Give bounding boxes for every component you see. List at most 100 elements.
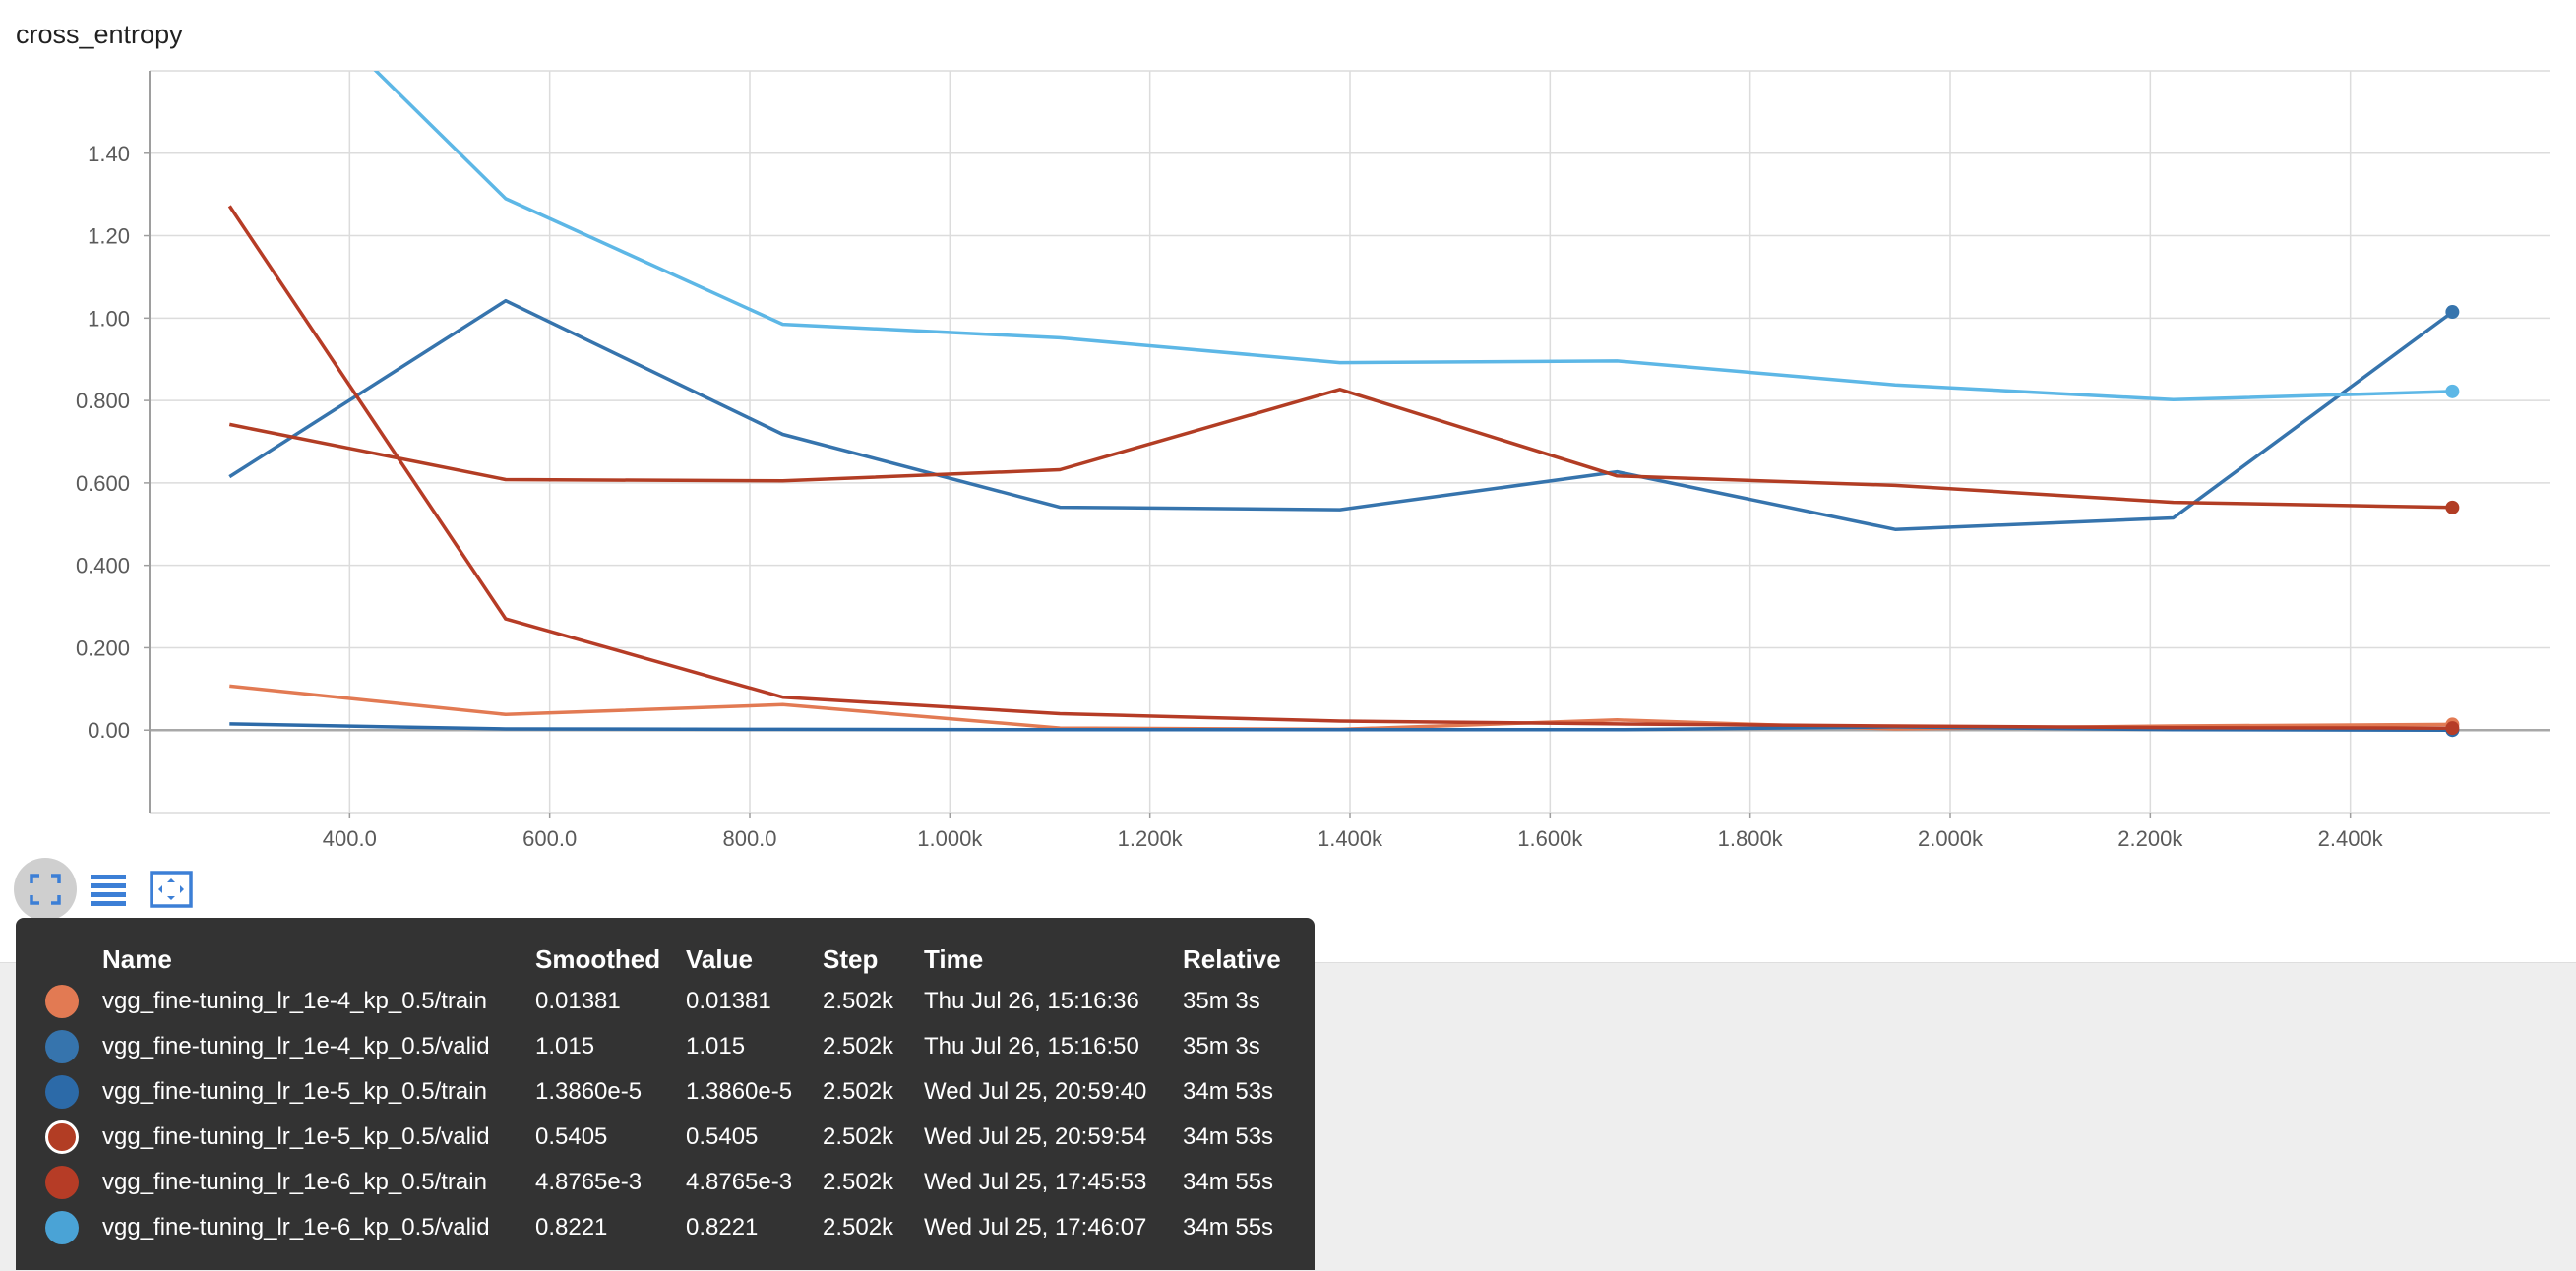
run-name: vgg_fine-tuning_lr_1e-4_kp_0.5/train <box>102 988 487 1014</box>
step-value: 2.502k <box>823 988 894 1014</box>
smoothed-value: 0.01381 <box>535 988 621 1014</box>
y-tick-label: 0.200 <box>76 636 130 660</box>
fit-to-data-icon <box>30 874 61 905</box>
raw-value: 0.01381 <box>686 988 771 1014</box>
tooltip-row: vgg_fine-tuning_lr_1e-4_kp_0.5/valid 1.01… <box>16 1024 1301 1069</box>
axes: 400.0 600.0 800.0 1.000k 1.200k 1.400k 1.600k 1… <box>76 71 2384 851</box>
step-header: Step <box>823 943 879 974</box>
expand-chart-button[interactable] <box>140 858 203 921</box>
x-tick-label: 1.200k <box>1118 826 1184 851</box>
relative-value: 34m 53s <box>1183 1123 1274 1150</box>
x-tick-label: 400.0 <box>323 826 377 851</box>
data-table-icon <box>91 875 126 906</box>
raw-value: 1.3860e-5 <box>686 1078 793 1105</box>
step-value: 2.502k <box>823 1033 894 1059</box>
series-end-point <box>2445 500 2460 514</box>
smoothed-value: 1.3860e-5 <box>535 1078 643 1105</box>
line-chart: 400.0 600.0 800.0 1.000k 1.200k 1.400k 1.600k 1… <box>76 70 2550 851</box>
series-line <box>228 298 2454 531</box>
data-tooltip: Name Smoothed Value Step Time Relative v… <box>16 918 1315 1270</box>
x-tick-label: 800.0 <box>722 826 776 851</box>
x-tick-label: 1.400k <box>1318 826 1383 851</box>
tooltip-row: vgg_fine-tuning_lr_1e-6_kp_0.5/train 4.87… <box>16 1160 1301 1205</box>
y-tick-label: 0.800 <box>76 389 130 413</box>
smoothed-header: Smoothed <box>535 943 661 974</box>
relative-value: 34m 55s <box>1183 1214 1274 1241</box>
series-end-point <box>2445 721 2460 736</box>
x-tick-label: 1.000k <box>917 826 983 851</box>
series-color-swatch <box>45 1211 79 1244</box>
relative-value: 35m 3s <box>1183 1033 1260 1059</box>
run-name: vgg_fine-tuning_lr_1e-6_kp_0.5/train <box>102 1169 487 1195</box>
run-name: vgg_fine-tuning_lr_1e-5_kp_0.5/train <box>102 1078 487 1105</box>
run-name: vgg_fine-tuning_lr_1e-4_kp_0.5/valid <box>102 1033 490 1059</box>
name-header: Name <box>102 943 172 974</box>
smoothed-value: 4.8765e-3 <box>535 1169 643 1195</box>
y-tick-label: 1.40 <box>88 142 130 166</box>
y-tick-label: 0.400 <box>76 554 130 578</box>
y-tick-label: 1.20 <box>88 224 130 249</box>
time-value: Thu Jul 26, 15:16:50 <box>924 1033 1139 1059</box>
step-value: 2.502k <box>823 1123 894 1150</box>
series-line <box>229 684 2453 732</box>
step-value: 2.502k <box>823 1214 894 1241</box>
relative-value: 35m 3s <box>1183 988 1260 1014</box>
time-value: Wed Jul 25, 17:45:53 <box>924 1169 1147 1195</box>
toggle-data-table-button[interactable] <box>77 858 140 921</box>
chart-title: cross_entropy <box>16 20 183 49</box>
raw-value: 1.015 <box>686 1033 746 1059</box>
x-tick-label: 600.0 <box>522 826 577 851</box>
swatch-header <box>16 939 102 979</box>
raw-value: 4.8765e-3 <box>686 1169 793 1195</box>
series-line <box>227 205 2453 730</box>
y-tick-label: 0.00 <box>88 718 130 743</box>
time-value: Wed Jul 25, 20:59:40 <box>924 1078 1147 1105</box>
series-layer <box>227 71 2454 732</box>
series-end-point <box>2445 384 2460 398</box>
smoothed-value: 1.015 <box>535 1033 595 1059</box>
expand-icon <box>150 871 193 908</box>
step-value: 2.502k <box>823 1169 894 1195</box>
tooltip-table: Name Smoothed Value Step Time Relative v… <box>16 939 1301 1250</box>
series-color-swatch <box>45 1075 79 1109</box>
swatch-cell <box>16 1205 102 1250</box>
fit-to-data-button[interactable] <box>14 858 77 921</box>
x-tick-label: 2.000k <box>1918 826 1984 851</box>
tooltip-header-row: Name Smoothed Value Step Time Relative <box>16 939 1301 979</box>
run-name: vgg_fine-tuning_lr_1e-5_kp_0.5/valid <box>102 1123 490 1150</box>
swatch-cell <box>16 1024 102 1069</box>
series-end-point <box>2445 305 2460 320</box>
step-value: 2.502k <box>823 1078 894 1105</box>
time-value: Thu Jul 26, 15:16:36 <box>924 988 1139 1014</box>
swatch-cell <box>16 1160 102 1205</box>
chart-toolbar <box>14 858 203 921</box>
time-header: Time <box>924 943 984 974</box>
series-line <box>373 71 2453 402</box>
series-color-swatch <box>45 985 79 1018</box>
series-line <box>228 388 2453 510</box>
tooltip-row: vgg_fine-tuning_lr_1e-4_kp_0.5/train 0.01… <box>16 979 1301 1024</box>
smoothed-value: 0.8221 <box>535 1214 608 1241</box>
end-points <box>2445 305 2460 738</box>
run-name: vgg_fine-tuning_lr_1e-6_kp_0.5/valid <box>102 1214 490 1241</box>
tooltip-row: vgg_fine-tuning_lr_1e-6_kp_0.5/valid 0.82… <box>16 1205 1301 1250</box>
x-tick-label: 1.600k <box>1517 826 1583 851</box>
time-value: Wed Jul 25, 17:46:07 <box>924 1214 1147 1241</box>
swatch-cell <box>16 1115 102 1160</box>
y-tick-label: 1.00 <box>88 306 130 331</box>
grid <box>150 70 2550 814</box>
x-tick-label: 2.200k <box>2117 826 2183 851</box>
value-header: Value <box>686 943 753 974</box>
raw-value: 0.8221 <box>686 1214 759 1241</box>
x-tick-label: 2.400k <box>2318 826 2384 851</box>
smoothed-value: 0.5405 <box>535 1123 608 1150</box>
series-color-swatch <box>45 1120 79 1154</box>
time-value: Wed Jul 25, 20:59:54 <box>924 1123 1147 1150</box>
relative-value: 34m 55s <box>1183 1169 1274 1195</box>
relative-header: Relative <box>1183 943 1281 974</box>
swatch-cell <box>16 979 102 1024</box>
raw-value: 0.5405 <box>686 1123 759 1150</box>
y-tick-label: 0.600 <box>76 471 130 496</box>
swatch-cell <box>16 1069 102 1115</box>
tooltip-row: vgg_fine-tuning_lr_1e-5_kp_0.5/train 1.38… <box>16 1069 1301 1115</box>
